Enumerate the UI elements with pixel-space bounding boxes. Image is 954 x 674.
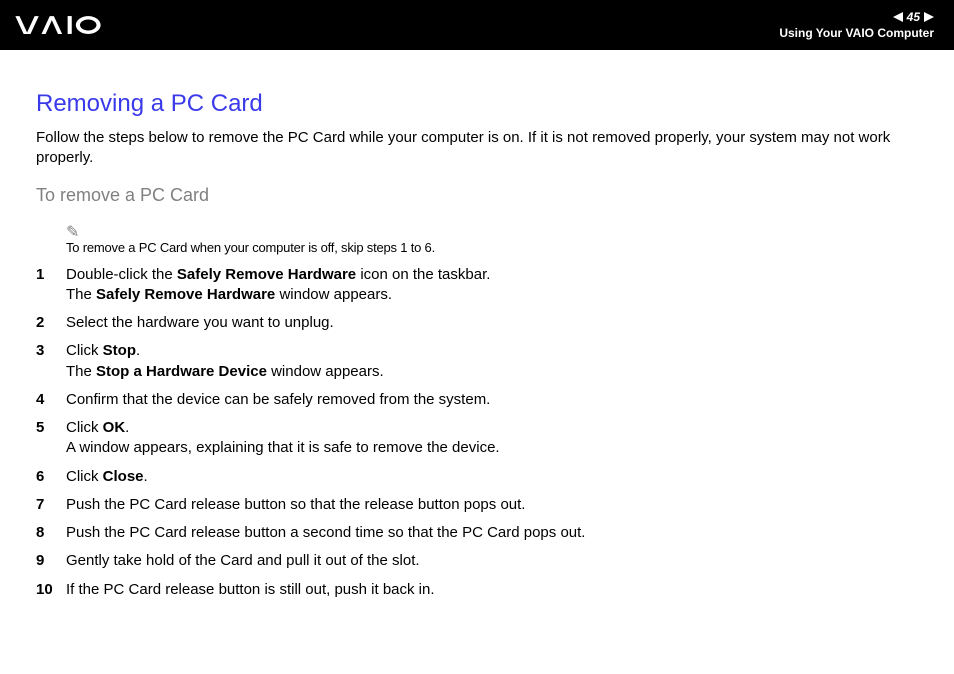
next-page-icon[interactable] xyxy=(924,12,934,22)
step-number: 10 xyxy=(36,580,66,600)
header-bar: 45 Using Your VAIO Computer xyxy=(0,0,954,50)
subtitle: To remove a PC Card xyxy=(36,185,918,206)
step-item: 4Confirm that the device can be safely r… xyxy=(36,390,918,410)
step-item: 9Gently take hold of the Card and pull i… xyxy=(36,551,918,571)
step-number: 6 xyxy=(36,467,66,487)
step-item: 5Click OK.A window appears, explaining t… xyxy=(36,418,918,459)
step-number: 7 xyxy=(36,495,66,515)
step-text: Click Stop.The Stop a Hardware Device wi… xyxy=(66,341,918,382)
note-text: To remove a PC Card when your computer i… xyxy=(66,240,918,255)
page-content: Removing a PC Card Follow the steps belo… xyxy=(0,50,954,600)
step-number: 8 xyxy=(36,523,66,543)
step-text: Double-click the Safely Remove Hardware … xyxy=(66,265,918,306)
note-block: ✎ To remove a PC Card when your computer… xyxy=(36,222,918,255)
page-number: 45 xyxy=(907,10,920,24)
vaio-logo xyxy=(14,14,124,36)
step-text: Push the PC Card release button so that … xyxy=(66,495,918,515)
step-number: 9 xyxy=(36,551,66,571)
step-item: 2Select the hardware you want to unplug. xyxy=(36,313,918,333)
steps-list: 1Double-click the Safely Remove Hardware… xyxy=(36,265,918,600)
step-item: 7Push the PC Card release button so that… xyxy=(36,495,918,515)
step-text: Select the hardware you want to unplug. xyxy=(66,313,918,333)
note-icon: ✎ xyxy=(66,222,918,242)
step-item: 8Push the PC Card release button a secon… xyxy=(36,523,918,543)
step-number: 2 xyxy=(36,313,66,333)
step-item: 6Click Close. xyxy=(36,467,918,487)
step-text: Click OK.A window appears, explaining th… xyxy=(66,418,918,459)
step-number: 4 xyxy=(36,390,66,410)
step-text: Push the PC Card release button a second… xyxy=(66,523,918,543)
step-text: Gently take hold of the Card and pull it… xyxy=(66,551,918,571)
step-text: If the PC Card release button is still o… xyxy=(66,580,918,600)
step-text: Click Close. xyxy=(66,467,918,487)
step-number: 3 xyxy=(36,341,66,361)
step-text: Confirm that the device can be safely re… xyxy=(66,390,918,410)
step-item: 3Click Stop.The Stop a Hardware Device w… xyxy=(36,341,918,382)
section-title: Using Your VAIO Computer xyxy=(779,26,934,40)
step-item: 10If the PC Card release button is still… xyxy=(36,580,918,600)
header-right: 45 Using Your VAIO Computer xyxy=(779,10,934,40)
step-number: 1 xyxy=(36,265,66,285)
step-item: 1Double-click the Safely Remove Hardware… xyxy=(36,265,918,306)
page-navigation: 45 xyxy=(893,10,934,24)
prev-page-icon[interactable] xyxy=(893,12,903,22)
intro-text: Follow the steps below to remove the PC … xyxy=(36,128,918,169)
step-number: 5 xyxy=(36,418,66,438)
page-title: Removing a PC Card xyxy=(36,90,918,118)
